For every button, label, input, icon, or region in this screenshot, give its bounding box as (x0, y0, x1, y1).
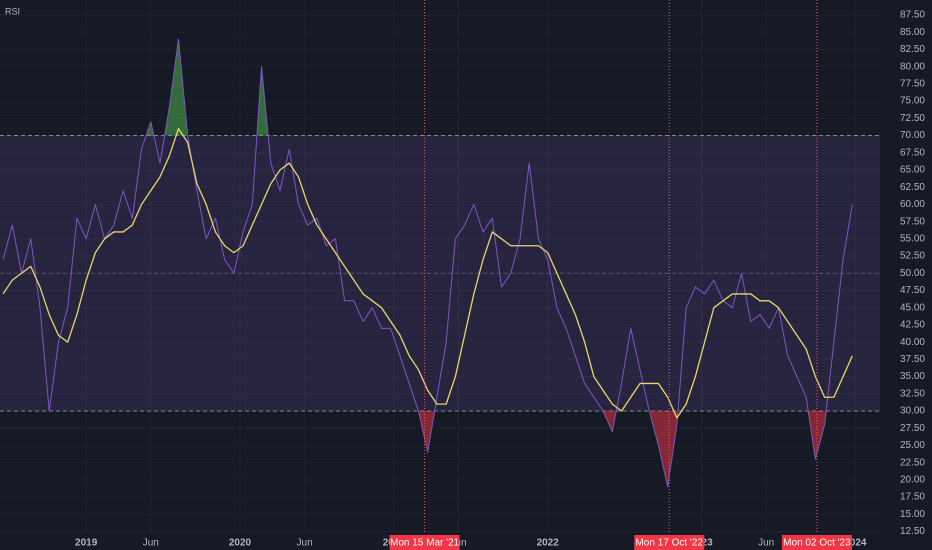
y-tick-label: 52.50 (900, 251, 925, 262)
y-tick-label: 80.00 (900, 61, 925, 72)
y-tick-label: 27.50 (900, 423, 925, 434)
x-tick-label: 2022 (537, 538, 560, 549)
y-tick-label: 72.50 (900, 113, 925, 124)
y-tick-label: 17.50 (900, 492, 925, 503)
chart-title: RSI (5, 6, 20, 16)
y-tick-label: 42.50 (900, 320, 925, 331)
y-tick-label: 40.00 (900, 337, 925, 348)
y-tick-label: 22.50 (900, 457, 925, 468)
x-tick-label: Jun (758, 538, 774, 549)
marker-label-bg (389, 535, 460, 550)
y-tick-label: 75.00 (900, 96, 925, 107)
marker-label: Mon 02 Oct '23 (783, 538, 851, 549)
y-tick-label: 47.50 (900, 285, 925, 296)
marker-label-bg (634, 535, 705, 550)
y-tick-label: 50.00 (900, 268, 925, 279)
y-tick-label: 87.50 (900, 10, 925, 21)
y-tick-label: 15.00 (900, 509, 925, 520)
y-tick-label: 20.00 (900, 475, 925, 486)
series-line (2, 127, 853, 419)
marker-label-bg (781, 535, 852, 550)
y-tick-label: 85.00 (900, 27, 925, 38)
y-tick-label: 70.00 (900, 130, 925, 141)
y-tick-label: 35.00 (900, 371, 925, 382)
series-line (2, 38, 853, 488)
x-tick-label: Jun (297, 538, 313, 549)
y-tick-label: 37.50 (900, 354, 925, 365)
y-tick-label: 77.50 (900, 79, 925, 90)
x-tick-label: 2019 (75, 538, 98, 549)
x-tick-label: Jun (143, 538, 159, 549)
y-tick-label: 32.50 (900, 388, 925, 399)
y-tick-label: 67.50 (900, 147, 925, 158)
y-tick-label: 55.00 (900, 233, 925, 244)
overbought-fill (3, 39, 853, 136)
marker-label: Mon 15 Mar '21 (390, 538, 460, 549)
band-fill (0, 135, 880, 412)
y-tick-label: 45.00 (900, 302, 925, 313)
y-tick-label: 82.50 (900, 44, 925, 55)
y-tick-label: 60.00 (900, 199, 925, 210)
oversold-fill (3, 411, 853, 487)
y-tick-label: 57.50 (900, 216, 925, 227)
y-tick-label: 25.00 (900, 440, 925, 451)
x-tick-label: 2020 (229, 538, 252, 549)
marker-label: Mon 17 Oct '22 (635, 538, 703, 549)
y-tick-label: 30.00 (900, 406, 925, 417)
y-tick-label: 62.50 (900, 182, 925, 193)
y-tick-label: 12.50 (900, 526, 925, 537)
x-tick-label: 2024 (844, 538, 867, 549)
y-tick-label: 65.00 (900, 165, 925, 176)
